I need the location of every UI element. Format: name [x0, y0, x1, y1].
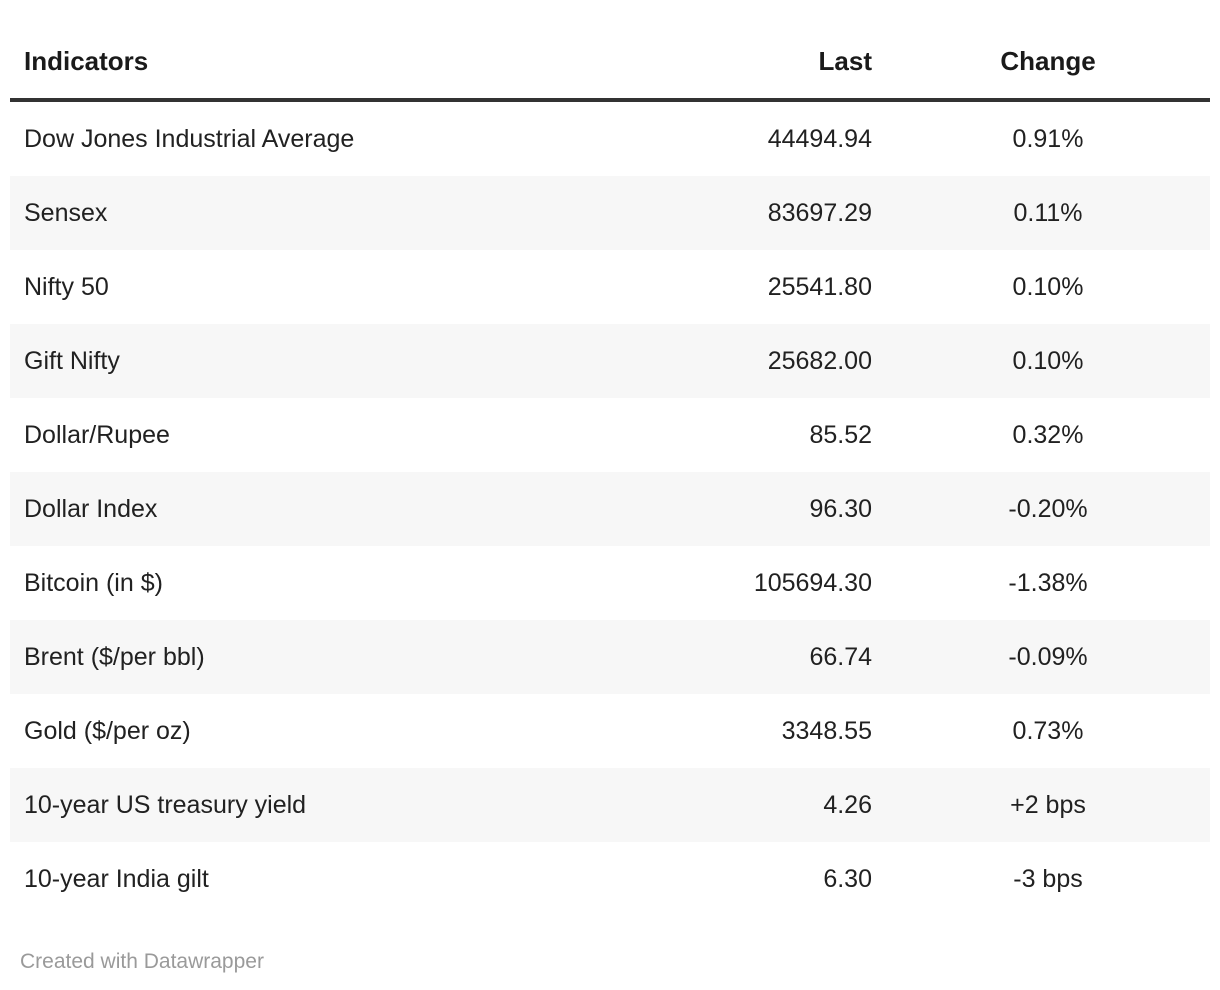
- indicator-name: Gold ($/per oz): [24, 717, 191, 745]
- change-value: 0.10%: [1012, 273, 1084, 301]
- table-header-row: Indicators Last Change: [10, 24, 1210, 102]
- last-value: 83697.29: [767, 199, 872, 227]
- indicators-table: Indicators Last Change Dow Jones Industr…: [10, 24, 1210, 916]
- last-value: 6.30: [823, 865, 872, 893]
- change-value: 0.73%: [1012, 717, 1084, 745]
- table-row: Nifty 50 25541.80 0.10%: [10, 250, 1210, 324]
- column-header-last: Last: [586, 24, 886, 102]
- last-value: 25541.80: [767, 273, 872, 301]
- indicator-name: 10-year US treasury yield: [24, 791, 307, 819]
- table-row: Gift Nifty 25682.00 0.10%: [10, 324, 1210, 398]
- indicator-name: Brent ($/per bbl): [24, 643, 205, 671]
- last-value: 105694.30: [753, 569, 872, 597]
- indicator-name: Dollar/Rupee: [24, 421, 170, 449]
- indicator-name: Dow Jones Industrial Average: [24, 125, 355, 153]
- change-value: -1.38%: [1008, 569, 1088, 597]
- last-value: 25682.00: [767, 347, 872, 375]
- indicator-name: Bitcoin (in $): [24, 569, 163, 597]
- change-value: -3 bps: [1013, 865, 1083, 893]
- last-value: 3348.55: [781, 717, 872, 745]
- table-row: Dow Jones Industrial Average 44494.94 0.…: [10, 100, 1210, 176]
- table-footer: Created with Datawrapper: [10, 950, 1210, 974]
- table-row: 10-year US treasury yield 4.26 +2 bps: [10, 768, 1210, 842]
- change-value: 0.10%: [1012, 347, 1084, 375]
- table-row: 10-year India gilt 6.30 -3 bps: [10, 842, 1210, 916]
- datawrapper-attribution-link[interactable]: Created with Datawrapper: [20, 950, 264, 973]
- table-row: Gold ($/per oz) 3348.55 0.73%: [10, 694, 1210, 768]
- indicator-name: Gift Nifty: [24, 347, 120, 375]
- table-row: Brent ($/per bbl) 66.74 -0.09%: [10, 620, 1210, 694]
- change-value: 0.91%: [1012, 125, 1084, 153]
- change-value: 0.32%: [1012, 421, 1084, 449]
- column-header-change: Change: [886, 24, 1210, 102]
- last-value: 44494.94: [767, 125, 872, 153]
- last-value: 85.52: [809, 421, 872, 449]
- last-value: 96.30: [809, 495, 872, 523]
- indicator-name: Nifty 50: [24, 273, 109, 301]
- last-value: 4.26: [823, 791, 872, 819]
- change-value: +2 bps: [1010, 791, 1086, 819]
- column-header-indicators: Indicators: [10, 24, 586, 102]
- indicator-name: 10-year India gilt: [24, 865, 209, 893]
- indicator-name: Sensex: [24, 199, 108, 227]
- table-row: Dollar Index 96.30 -0.20%: [10, 472, 1210, 546]
- last-value: 66.74: [809, 643, 872, 671]
- table-row: Dollar/Rupee 85.52 0.32%: [10, 398, 1210, 472]
- change-value: -0.20%: [1008, 495, 1088, 523]
- change-value: 0.11%: [1013, 199, 1083, 227]
- table-row: Bitcoin (in $) 105694.30 -1.38%: [10, 546, 1210, 620]
- indicator-name: Dollar Index: [24, 495, 158, 523]
- change-value: -0.09%: [1008, 643, 1088, 671]
- table-row: Sensex 83697.29 0.11%: [10, 176, 1210, 250]
